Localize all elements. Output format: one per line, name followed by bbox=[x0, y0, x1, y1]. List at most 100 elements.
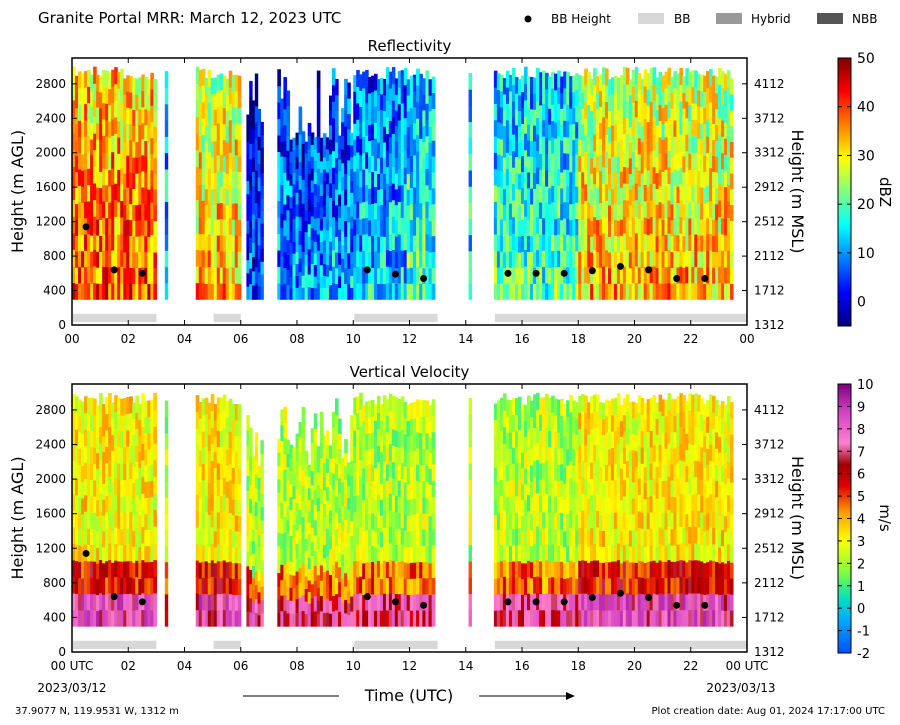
heatmap-cell bbox=[385, 415, 390, 433]
heatmap-cell bbox=[198, 151, 203, 169]
heatmap-cell bbox=[706, 201, 710, 219]
heatmap-cell bbox=[637, 576, 642, 594]
heatmap-cell bbox=[391, 216, 396, 234]
heatmap-cell bbox=[237, 578, 242, 595]
heatmap-cell bbox=[231, 171, 236, 188]
heatmap-cell bbox=[286, 194, 291, 211]
heatmap-cell bbox=[575, 202, 579, 220]
heatmap-cell bbox=[554, 218, 558, 236]
heatmap-cell bbox=[204, 479, 209, 497]
heatmap-cell bbox=[365, 513, 369, 531]
heatmap-cell bbox=[105, 560, 109, 578]
heatmap-cell bbox=[613, 171, 618, 189]
heatmap-cell bbox=[391, 494, 396, 512]
heatmap-cell bbox=[406, 142, 411, 159]
heatmap-cell bbox=[301, 251, 306, 264]
heatmap-cell bbox=[406, 531, 411, 548]
heatmap-cell bbox=[108, 609, 112, 627]
heatmap-cell bbox=[316, 497, 321, 512]
heatmap-cell bbox=[138, 419, 142, 437]
heatmap-cell bbox=[652, 150, 657, 168]
heatmap-cell bbox=[231, 562, 236, 580]
heatmap-cell bbox=[593, 394, 597, 412]
legend-nbb-swatch bbox=[817, 13, 843, 24]
heatmap-cell bbox=[105, 593, 109, 611]
heatmap-cell bbox=[260, 286, 264, 300]
heatmap-cell bbox=[397, 103, 402, 121]
heatmap-cell bbox=[616, 220, 621, 237]
heatmap-cell bbox=[234, 154, 239, 172]
heatmap-cell bbox=[667, 282, 672, 300]
heatmap-cell bbox=[322, 228, 327, 241]
heatmap-cell bbox=[572, 497, 576, 514]
heatmap-cell bbox=[622, 232, 627, 250]
heatmap-cell bbox=[298, 582, 303, 598]
heatmap-cell bbox=[78, 282, 82, 300]
heatmap-cell bbox=[280, 184, 284, 200]
heatmap-cell bbox=[652, 411, 657, 429]
heatmap-cell bbox=[673, 464, 678, 481]
heatmap-cell bbox=[316, 119, 321, 137]
heatmap-cell bbox=[631, 610, 636, 627]
heatmap-cell bbox=[563, 562, 567, 580]
heatmap-cell bbox=[120, 151, 124, 169]
y-tick-right-label: 3712 bbox=[754, 111, 785, 125]
heatmap-cell bbox=[548, 140, 552, 157]
heatmap-cell bbox=[605, 134, 609, 152]
heatmap-cell bbox=[400, 282, 405, 300]
heatmap-cell bbox=[204, 109, 209, 126]
heatmap-cell bbox=[409, 91, 414, 109]
heatmap-cell bbox=[322, 145, 327, 158]
heatmap-cell bbox=[252, 171, 256, 187]
heatmap-cell bbox=[511, 134, 516, 152]
heatmap-cell bbox=[581, 283, 585, 300]
heatmap-cell bbox=[661, 251, 666, 268]
heatmap-cell bbox=[234, 515, 239, 532]
heatmap-cell bbox=[551, 152, 555, 170]
heatmap-cell bbox=[147, 141, 151, 159]
heatmap-cell bbox=[596, 444, 600, 462]
heatmap-cell bbox=[108, 185, 112, 203]
heatmap-cell bbox=[120, 249, 124, 267]
heatmap-cell bbox=[425, 119, 430, 137]
heatmap-cell bbox=[81, 250, 85, 268]
heatmap-cell bbox=[718, 249, 722, 267]
heatmap-cell bbox=[667, 100, 672, 119]
heatmap-cell bbox=[350, 227, 354, 241]
heatmap-cell bbox=[560, 431, 564, 449]
heatmap-cell bbox=[599, 250, 603, 268]
heatmap-cell bbox=[347, 237, 351, 254]
heatmap-cell bbox=[350, 192, 354, 205]
heatmap-cell bbox=[664, 169, 669, 187]
heatmap-cell bbox=[403, 233, 408, 251]
heatmap-cell bbox=[572, 577, 576, 595]
heatmap-cell bbox=[213, 419, 218, 437]
heatmap-cell bbox=[260, 273, 264, 288]
heatmap-cell bbox=[138, 562, 142, 580]
heatmap-cell bbox=[610, 204, 615, 221]
heatmap-cell bbox=[637, 494, 642, 512]
heatmap-cell bbox=[533, 283, 537, 300]
legend-hybrid-label: Hybrid bbox=[751, 12, 791, 26]
heatmap-cell bbox=[602, 100, 606, 118]
heatmap-cell bbox=[81, 513, 85, 531]
heatmap-cell bbox=[289, 470, 294, 485]
heatmap-cell bbox=[517, 141, 522, 159]
heatmap-cell bbox=[527, 155, 531, 173]
heatmap-cell bbox=[613, 560, 618, 578]
heatmap-cell bbox=[468, 250, 472, 268]
heatmap-cell bbox=[126, 413, 130, 431]
heatmap-cell bbox=[548, 251, 552, 268]
heatmap-cell bbox=[385, 83, 390, 101]
heatmap-cell bbox=[691, 102, 695, 120]
heatmap-cell bbox=[210, 156, 215, 174]
heatmap-cell bbox=[637, 543, 642, 561]
heatmap-cell bbox=[195, 199, 200, 217]
heatmap-cell bbox=[359, 218, 363, 236]
heatmap-cell bbox=[195, 428, 200, 446]
heatmap-cell bbox=[117, 446, 121, 464]
heatmap-cell bbox=[667, 133, 672, 152]
heatmap-cell bbox=[129, 461, 133, 479]
heatmap-cell bbox=[344, 479, 348, 494]
heatmap-cell bbox=[709, 216, 713, 234]
